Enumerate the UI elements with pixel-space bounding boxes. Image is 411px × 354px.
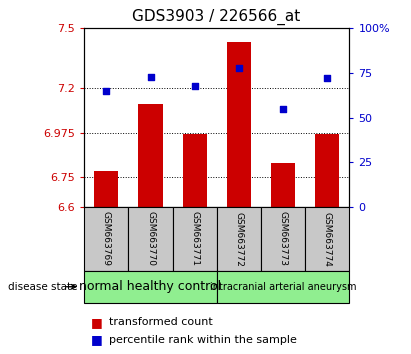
Text: ■: ■ xyxy=(90,333,102,346)
Text: GSM663769: GSM663769 xyxy=(102,211,111,267)
Bar xyxy=(305,207,349,271)
Bar xyxy=(84,207,128,271)
Text: GSM663773: GSM663773 xyxy=(279,211,288,267)
Bar xyxy=(182,133,207,207)
Text: ■: ■ xyxy=(90,316,102,329)
Text: intracranial arterial aneurysm: intracranial arterial aneurysm xyxy=(210,282,356,292)
Text: GSM663774: GSM663774 xyxy=(323,211,332,267)
Text: GSM663772: GSM663772 xyxy=(234,211,243,267)
Bar xyxy=(227,42,251,207)
Text: GSM663770: GSM663770 xyxy=(146,211,155,267)
Bar xyxy=(315,133,339,207)
Point xyxy=(192,83,198,88)
Text: GSM663771: GSM663771 xyxy=(190,211,199,267)
Bar xyxy=(84,271,217,303)
Point xyxy=(147,74,154,79)
Text: GDS3903 / 226566_at: GDS3903 / 226566_at xyxy=(132,9,300,25)
Point xyxy=(324,75,330,81)
Text: disease state: disease state xyxy=(8,282,78,292)
Bar xyxy=(173,207,217,271)
Text: normal healthy control: normal healthy control xyxy=(79,280,222,293)
Bar xyxy=(94,171,118,207)
Bar xyxy=(271,164,295,207)
Point xyxy=(103,88,110,94)
Bar xyxy=(139,104,163,207)
Bar xyxy=(217,207,261,271)
Bar xyxy=(128,207,173,271)
Text: percentile rank within the sample: percentile rank within the sample xyxy=(109,335,297,345)
Bar xyxy=(217,271,349,303)
Text: transformed count: transformed count xyxy=(109,317,212,327)
Bar xyxy=(261,207,305,271)
Point xyxy=(236,65,242,70)
Point xyxy=(280,106,286,112)
